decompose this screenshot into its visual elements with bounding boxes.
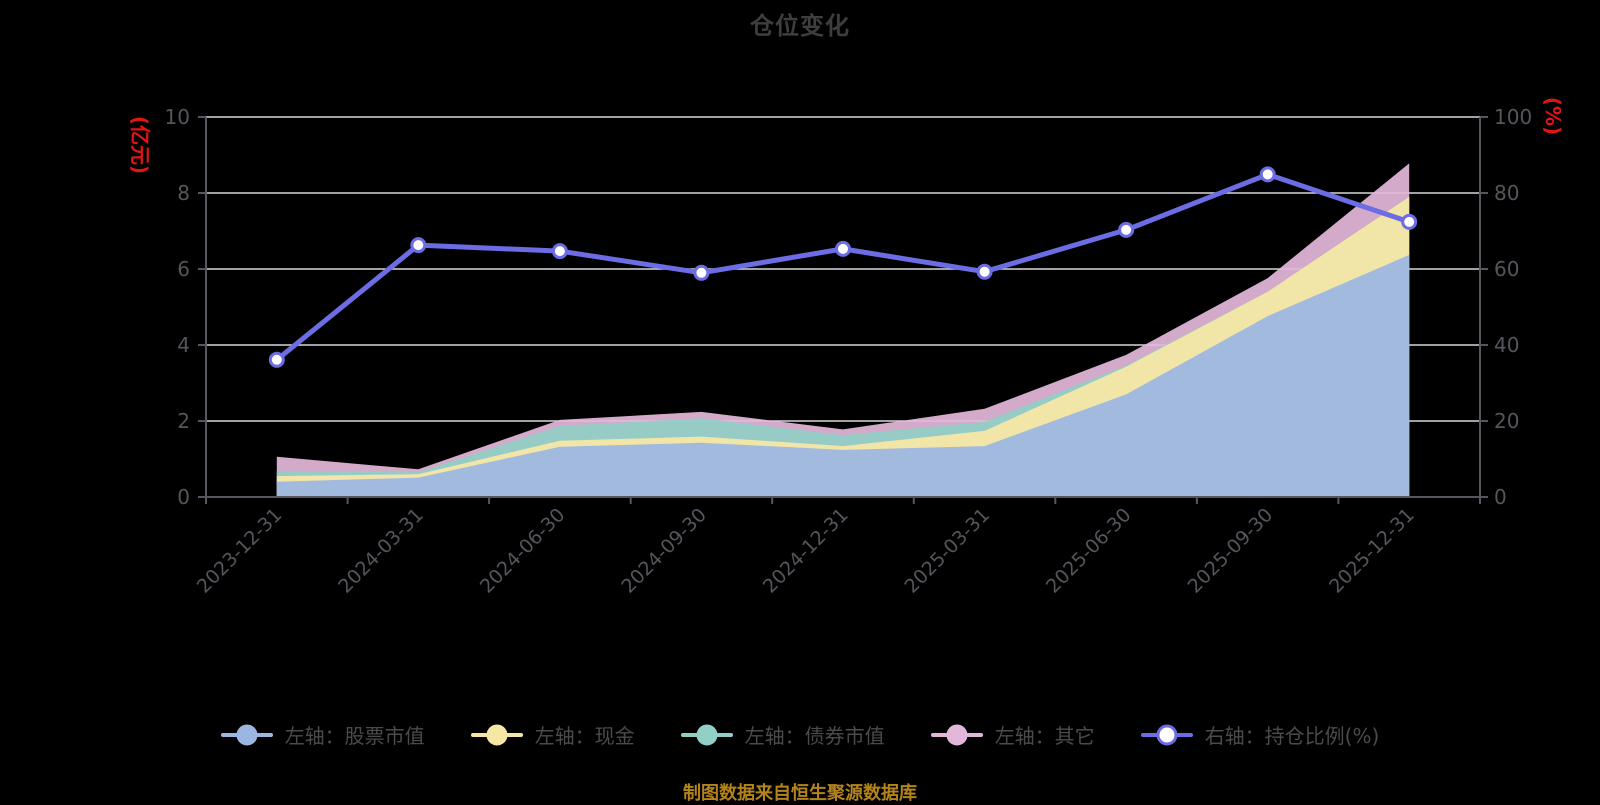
left-axis-tick-label: 6 [177, 257, 190, 281]
legend-line-dot-icon [470, 723, 523, 747]
holding-ratio-point[interactable] [693, 264, 710, 281]
legend-line-dot-icon [220, 723, 273, 747]
x-axis-label: 2025-09-30 [1184, 504, 1278, 598]
legend: 左轴：股票市值 左轴：现金 左轴：债券市值 左轴：其它 右轴：持仓比例(%) [0, 720, 1600, 749]
holding-ratio-point[interactable] [551, 243, 568, 260]
right-axis-tick-label: 20 [1494, 409, 1519, 433]
legend-label: 左轴：现金 [534, 724, 635, 748]
legend-line-dot-icon [1140, 723, 1193, 747]
x-axis-label: 2023-12-31 [193, 504, 287, 598]
x-axis-label: 2025-12-31 [1325, 504, 1419, 598]
right-axis-tick-label: 80 [1494, 181, 1519, 205]
legend-line-dot-icon [930, 723, 983, 747]
legend-label: 左轴：债券市值 [744, 724, 885, 748]
data-source-note: 制图数据来自恒生聚源数据库 [683, 783, 917, 804]
legend-line-dot-icon [680, 723, 733, 747]
right-axis-tick-label: 40 [1494, 333, 1519, 357]
area-stock-market-value [276, 254, 1410, 497]
right-axis-tick-label: 60 [1494, 257, 1519, 281]
x-axis-label: 2024-03-31 [334, 504, 428, 598]
chart-title: 仓位变化 [750, 12, 850, 40]
legend-item-1[interactable]: 左轴：现金 [470, 720, 635, 749]
holding-ratio-point[interactable] [1118, 221, 1135, 238]
x-axis-label: 2025-03-31 [900, 504, 994, 598]
legend-label: 右轴：持仓比例(%) [1204, 724, 1380, 748]
left-axis-tick-label: 0 [177, 485, 190, 509]
legend-item-3[interactable]: 左轴：其它 [930, 720, 1095, 749]
x-axis-label: 2024-12-31 [759, 504, 853, 598]
holding-ratio-point[interactable] [410, 237, 427, 254]
holding-ratio-point[interactable] [1401, 213, 1418, 230]
left-axis-tick-label: 10 [165, 105, 190, 129]
x-axis-label: 2024-09-30 [617, 504, 711, 598]
left-axis-tick-label: 8 [177, 181, 190, 205]
right-axis-unit-label: (%) [1541, 97, 1565, 135]
holding-ratio-point[interactable] [835, 240, 851, 257]
x-axis-label: 2024-06-30 [476, 504, 570, 598]
legend-item-2[interactable]: 左轴：债券市值 [680, 720, 885, 749]
legend-label: 左轴：股票市值 [284, 724, 425, 748]
legend-item-0[interactable]: 左轴：股票市值 [220, 720, 425, 749]
left-axis-unit-label: (亿元) [128, 116, 152, 174]
holding-ratio-point[interactable] [268, 351, 285, 368]
right-axis-tick-label: 0 [1494, 485, 1507, 509]
left-axis-tick-label: 4 [177, 333, 190, 357]
left-axis-tick-label: 2 [177, 409, 190, 433]
holding-ratio-point[interactable] [1259, 166, 1276, 183]
holding-ratio-point[interactable] [976, 263, 993, 280]
legend-item-4[interactable]: 右轴：持仓比例(%) [1140, 720, 1380, 749]
x-axis-label: 2025-06-30 [1042, 504, 1136, 598]
right-axis-tick-label: 100 [1494, 105, 1532, 129]
legend-label: 左轴：其它 [994, 724, 1095, 748]
